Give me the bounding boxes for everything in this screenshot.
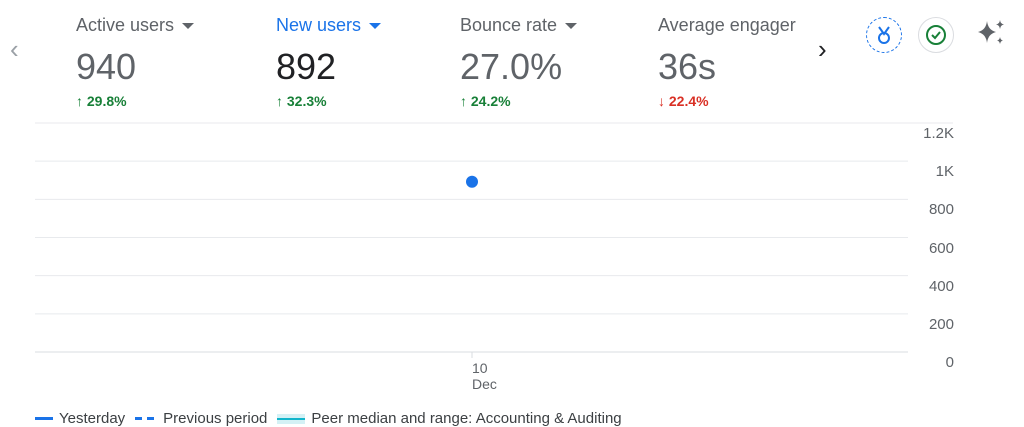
- legend-previous-period: Previous period: [163, 410, 268, 427]
- metric-label: Bounce rate: [460, 15, 558, 35]
- metric-tab[interactable]: New users: [276, 15, 382, 36]
- metric-label: Average engager: [658, 15, 796, 35]
- metric-delta-value: 24.2%: [470, 93, 511, 109]
- y-tick-label: 400: [928, 277, 954, 295]
- caret-down-icon[interactable]: [182, 23, 195, 30]
- metric-value: 27.0%: [460, 46, 563, 87]
- legend-swatch-yesterday: [35, 416, 53, 420]
- legend-swatch-peer: [277, 413, 306, 424]
- caret-down-icon[interactable]: [565, 23, 578, 30]
- y-tick-label: 800: [928, 201, 954, 219]
- arrow-up-icon: ↑: [276, 93, 283, 109]
- metric-delta: ↑ 24.2%: [460, 93, 511, 109]
- metric-value: 940: [76, 46, 137, 87]
- legend-yesterday: Yesterday: [59, 410, 126, 427]
- arrow-down-icon: ↓: [658, 93, 665, 109]
- metric-delta: ↑ 29.8%: [76, 93, 127, 109]
- x-tick-label: 10 Dec: [472, 360, 497, 392]
- chart: [35, 122, 953, 358]
- metric-delta-value: 22.4%: [668, 93, 709, 109]
- data-point[interactable]: [466, 175, 478, 188]
- check-circle-icon[interactable]: [918, 17, 954, 53]
- metric-label: Active users: [76, 15, 175, 35]
- y-tick-label: 1.2K: [923, 125, 954, 142]
- metric-delta-value: 32.3%: [286, 93, 327, 109]
- chevron-left-icon[interactable]: ‹: [10, 34, 19, 64]
- metric-value: 892: [276, 46, 337, 87]
- arrow-up-icon: ↑: [460, 93, 467, 109]
- y-tick-label: 200: [928, 315, 954, 333]
- metric-delta: ↓ 22.4%: [658, 93, 709, 109]
- legend: Yesterday Previous period Peer median an…: [35, 410, 632, 427]
- legend-swatch-previous: [135, 416, 155, 420]
- y-tick-label: 600: [928, 239, 954, 257]
- x-tick-day: 10: [472, 360, 488, 376]
- metric-tab[interactable]: Active users: [76, 15, 195, 36]
- metric-delta: ↑ 32.3%: [276, 93, 327, 109]
- metric-value: 36s: [658, 46, 717, 87]
- chevron-right-icon[interactable]: ›: [818, 34, 827, 64]
- sparkle-icon[interactable]: [975, 17, 1007, 54]
- y-tick-label: 0: [945, 354, 954, 371]
- metric-label: New users: [276, 15, 362, 35]
- metric-delta-value: 29.8%: [86, 93, 127, 109]
- arrow-up-icon: ↑: [76, 93, 83, 109]
- metric-tab[interactable]: Bounce rate: [460, 15, 578, 36]
- legend-peer: Peer median and range: Accounting & Audi…: [311, 410, 622, 427]
- x-tick-month: Dec: [472, 376, 497, 392]
- y-tick-label: 1K: [935, 163, 954, 181]
- caret-down-icon[interactable]: [369, 23, 382, 30]
- metric-tab[interactable]: Average engager: [658, 15, 804, 36]
- medal-icon[interactable]: [866, 17, 902, 53]
